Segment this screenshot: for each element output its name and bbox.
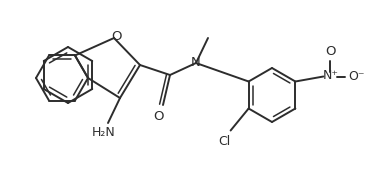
Text: Cl: Cl bbox=[218, 135, 231, 148]
Text: O⁻: O⁻ bbox=[348, 70, 365, 83]
Text: H₂N: H₂N bbox=[92, 126, 116, 140]
Text: N: N bbox=[191, 56, 201, 69]
Text: O: O bbox=[325, 45, 336, 58]
Text: N⁺: N⁺ bbox=[322, 69, 338, 82]
Text: O: O bbox=[153, 109, 163, 122]
Text: O: O bbox=[112, 30, 122, 44]
